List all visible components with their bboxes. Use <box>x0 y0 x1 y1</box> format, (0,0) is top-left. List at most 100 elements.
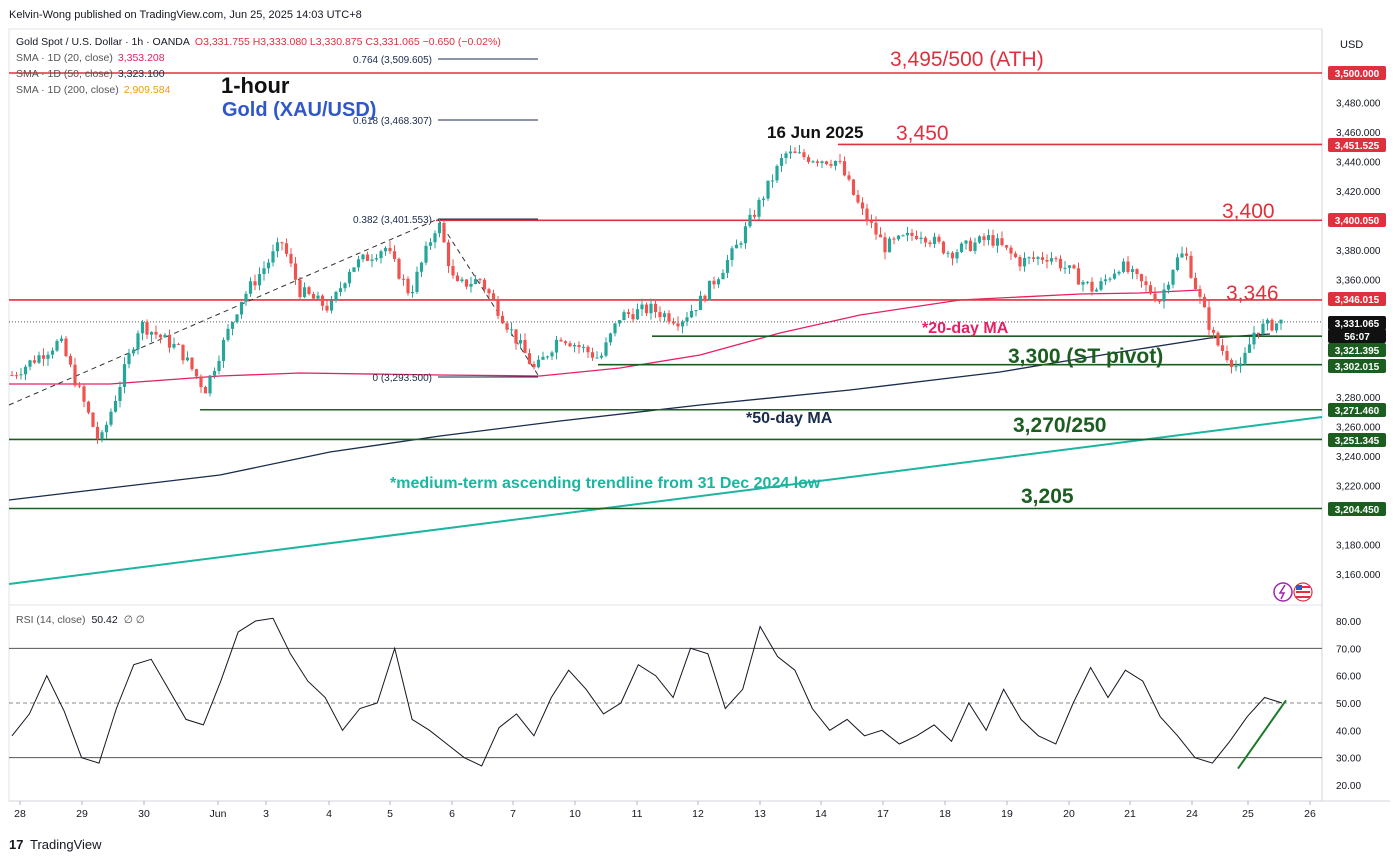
candle-body <box>149 331 154 335</box>
candle-body <box>127 353 131 365</box>
candle-body <box>779 158 784 166</box>
candle-body <box>307 287 311 295</box>
candle-body <box>19 374 23 376</box>
flash-icon[interactable] <box>1273 582 1293 602</box>
symbol-line: Gold Spot / U.S. Dollar · 1h · OANDA O3,3… <box>16 36 501 48</box>
time-tick-label: 6 <box>449 808 455 820</box>
candles-layer <box>10 144 1283 444</box>
price-tag-label: 3,321.395 <box>1335 346 1380 357</box>
candle-body <box>289 253 293 264</box>
candle-body <box>1184 253 1189 256</box>
price-tag-label: 3,251.345 <box>1335 436 1380 447</box>
price-tag <box>1328 66 1386 80</box>
candle-body <box>613 323 617 334</box>
candle-body <box>1225 351 1229 361</box>
candle-body <box>1229 360 1234 368</box>
candle-body <box>523 340 527 354</box>
candle-body <box>568 343 572 347</box>
candle-body <box>1139 274 1144 282</box>
candle-body <box>347 271 352 284</box>
candle-body <box>536 359 541 368</box>
time-tick-label: 30 <box>138 808 150 820</box>
candle-body <box>842 161 847 176</box>
candle-body <box>694 310 698 312</box>
candle-body <box>82 386 86 402</box>
candle-body <box>878 234 883 238</box>
ma20-annotation: *20-day MA <box>922 320 1009 337</box>
rsi-tick-label: 70.00 <box>1336 644 1361 655</box>
candle-body <box>599 355 604 358</box>
candle-body <box>248 281 253 294</box>
candle-body <box>941 241 946 254</box>
candle-body <box>176 343 181 345</box>
time-axis-layer: 28 29 30 Jun 3 4 5 6 7 10 11 12 13 14 17 18 19 20 21 24 25 26 <box>14 801 1316 820</box>
candle-body <box>793 151 797 153</box>
candle-body <box>1198 288 1202 297</box>
candle-body <box>199 376 203 388</box>
candle-body <box>910 232 914 236</box>
pivot-annotation: 3,300 (ST pivot) <box>1008 345 1163 368</box>
candle-body <box>424 245 428 263</box>
candle-body <box>172 343 176 348</box>
candle-body <box>892 238 896 240</box>
candle-body <box>1216 332 1220 346</box>
candle-body <box>1027 257 1031 259</box>
fibonacci-layer: 0.764 (3,509.605) 0.618 (3,468.307) 0.382 … <box>8 55 539 406</box>
candle-body <box>154 331 158 335</box>
candle-body <box>271 251 275 263</box>
price-tick-label: 3,420.000 <box>1336 187 1381 198</box>
rsi-layer <box>9 617 1322 770</box>
candle-body <box>284 243 289 254</box>
candle-body <box>406 278 410 294</box>
candle-body <box>752 214 757 217</box>
us-flag-icon[interactable] <box>1293 582 1313 602</box>
price-tag <box>1328 433 1386 447</box>
time-tick-label: 13 <box>754 808 766 820</box>
candle-body <box>473 279 478 284</box>
fib-level-label: 0.618 (3,468.307) <box>353 116 432 127</box>
rsi-tick-label: 60.00 <box>1336 672 1361 683</box>
time-tick-label: 4 <box>326 808 332 820</box>
time-tick-label: 20 <box>1063 808 1075 820</box>
candle-body <box>986 235 991 241</box>
candle-body <box>365 254 370 261</box>
price-tag-label: 3,271.460 <box>1335 406 1380 417</box>
time-tick-label: 29 <box>76 808 88 820</box>
ath-annotation: 3,495/500 (ATH) <box>890 48 1044 71</box>
candle-body <box>208 375 212 394</box>
rsi-tick-label: 50.00 <box>1336 699 1361 710</box>
price-tick-label: 3,460.000 <box>1336 128 1381 139</box>
rsi-legend: RSI (14, close) 50.42 ∅ ∅ <box>16 614 145 626</box>
candle-body <box>10 375 14 377</box>
candle-body <box>896 235 901 240</box>
candle-body <box>563 341 568 344</box>
tradingview-logo[interactable]: 17 TradingView <box>9 837 102 852</box>
candle-body <box>109 411 113 425</box>
price-tag <box>1328 292 1386 306</box>
candle-body <box>811 161 815 163</box>
trendline <box>8 416 1323 585</box>
candle-body <box>1220 345 1225 352</box>
price-tag <box>1328 138 1386 152</box>
frames <box>8 28 1390 802</box>
ma50-line <box>8 333 1271 501</box>
candle-body <box>887 238 892 253</box>
candle-body <box>865 208 869 222</box>
currency-label[interactable]: USD <box>1340 39 1363 51</box>
candle-body <box>64 338 68 357</box>
r3346-annotation: 3,346 <box>1226 282 1279 305</box>
candle-body <box>649 303 653 314</box>
candle-body <box>914 235 919 239</box>
candle-body <box>419 262 424 272</box>
candle-body <box>622 312 626 321</box>
price-tag-label: 3,400.050 <box>1335 216 1380 227</box>
candle-body <box>716 279 721 285</box>
price-tick-label: 3,260.000 <box>1336 423 1381 434</box>
candle-body <box>676 323 680 327</box>
candle-body <box>1022 257 1027 267</box>
candle-body <box>1247 344 1252 353</box>
candle-body <box>1274 323 1279 331</box>
rsi-tick-label: 20.00 <box>1336 781 1361 792</box>
candle-body <box>311 294 316 299</box>
candle-body <box>712 280 716 285</box>
